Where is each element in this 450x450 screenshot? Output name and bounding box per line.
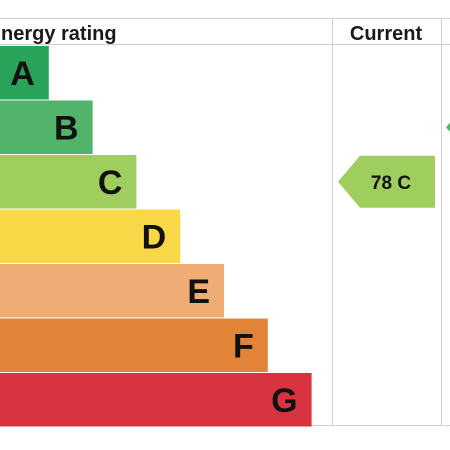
band-b — [0, 100, 93, 154]
rating-indicators: 78 C — [338, 122, 450, 208]
band-letter-d: D — [142, 218, 167, 256]
band-g — [0, 373, 312, 427]
current-rating-label: 78 C — [371, 173, 411, 194]
band-letter-a: A — [10, 55, 35, 93]
band-d — [0, 209, 181, 263]
band-letter-e: E — [187, 273, 210, 311]
current-column-header: Current — [350, 23, 423, 45]
band-letter-b: B — [54, 109, 79, 147]
band-f — [0, 318, 268, 372]
band-letter-g: G — [271, 382, 297, 420]
potential-rating-arrow — [446, 122, 450, 132]
band-e — [0, 264, 224, 318]
band-letter-c: C — [98, 164, 123, 202]
energy-rating-header: nergy rating — [1, 23, 117, 45]
current-rating-arrow — [338, 155, 435, 208]
band-letter-f: F — [233, 327, 254, 365]
band-a — [0, 46, 49, 100]
band-c — [0, 155, 137, 209]
